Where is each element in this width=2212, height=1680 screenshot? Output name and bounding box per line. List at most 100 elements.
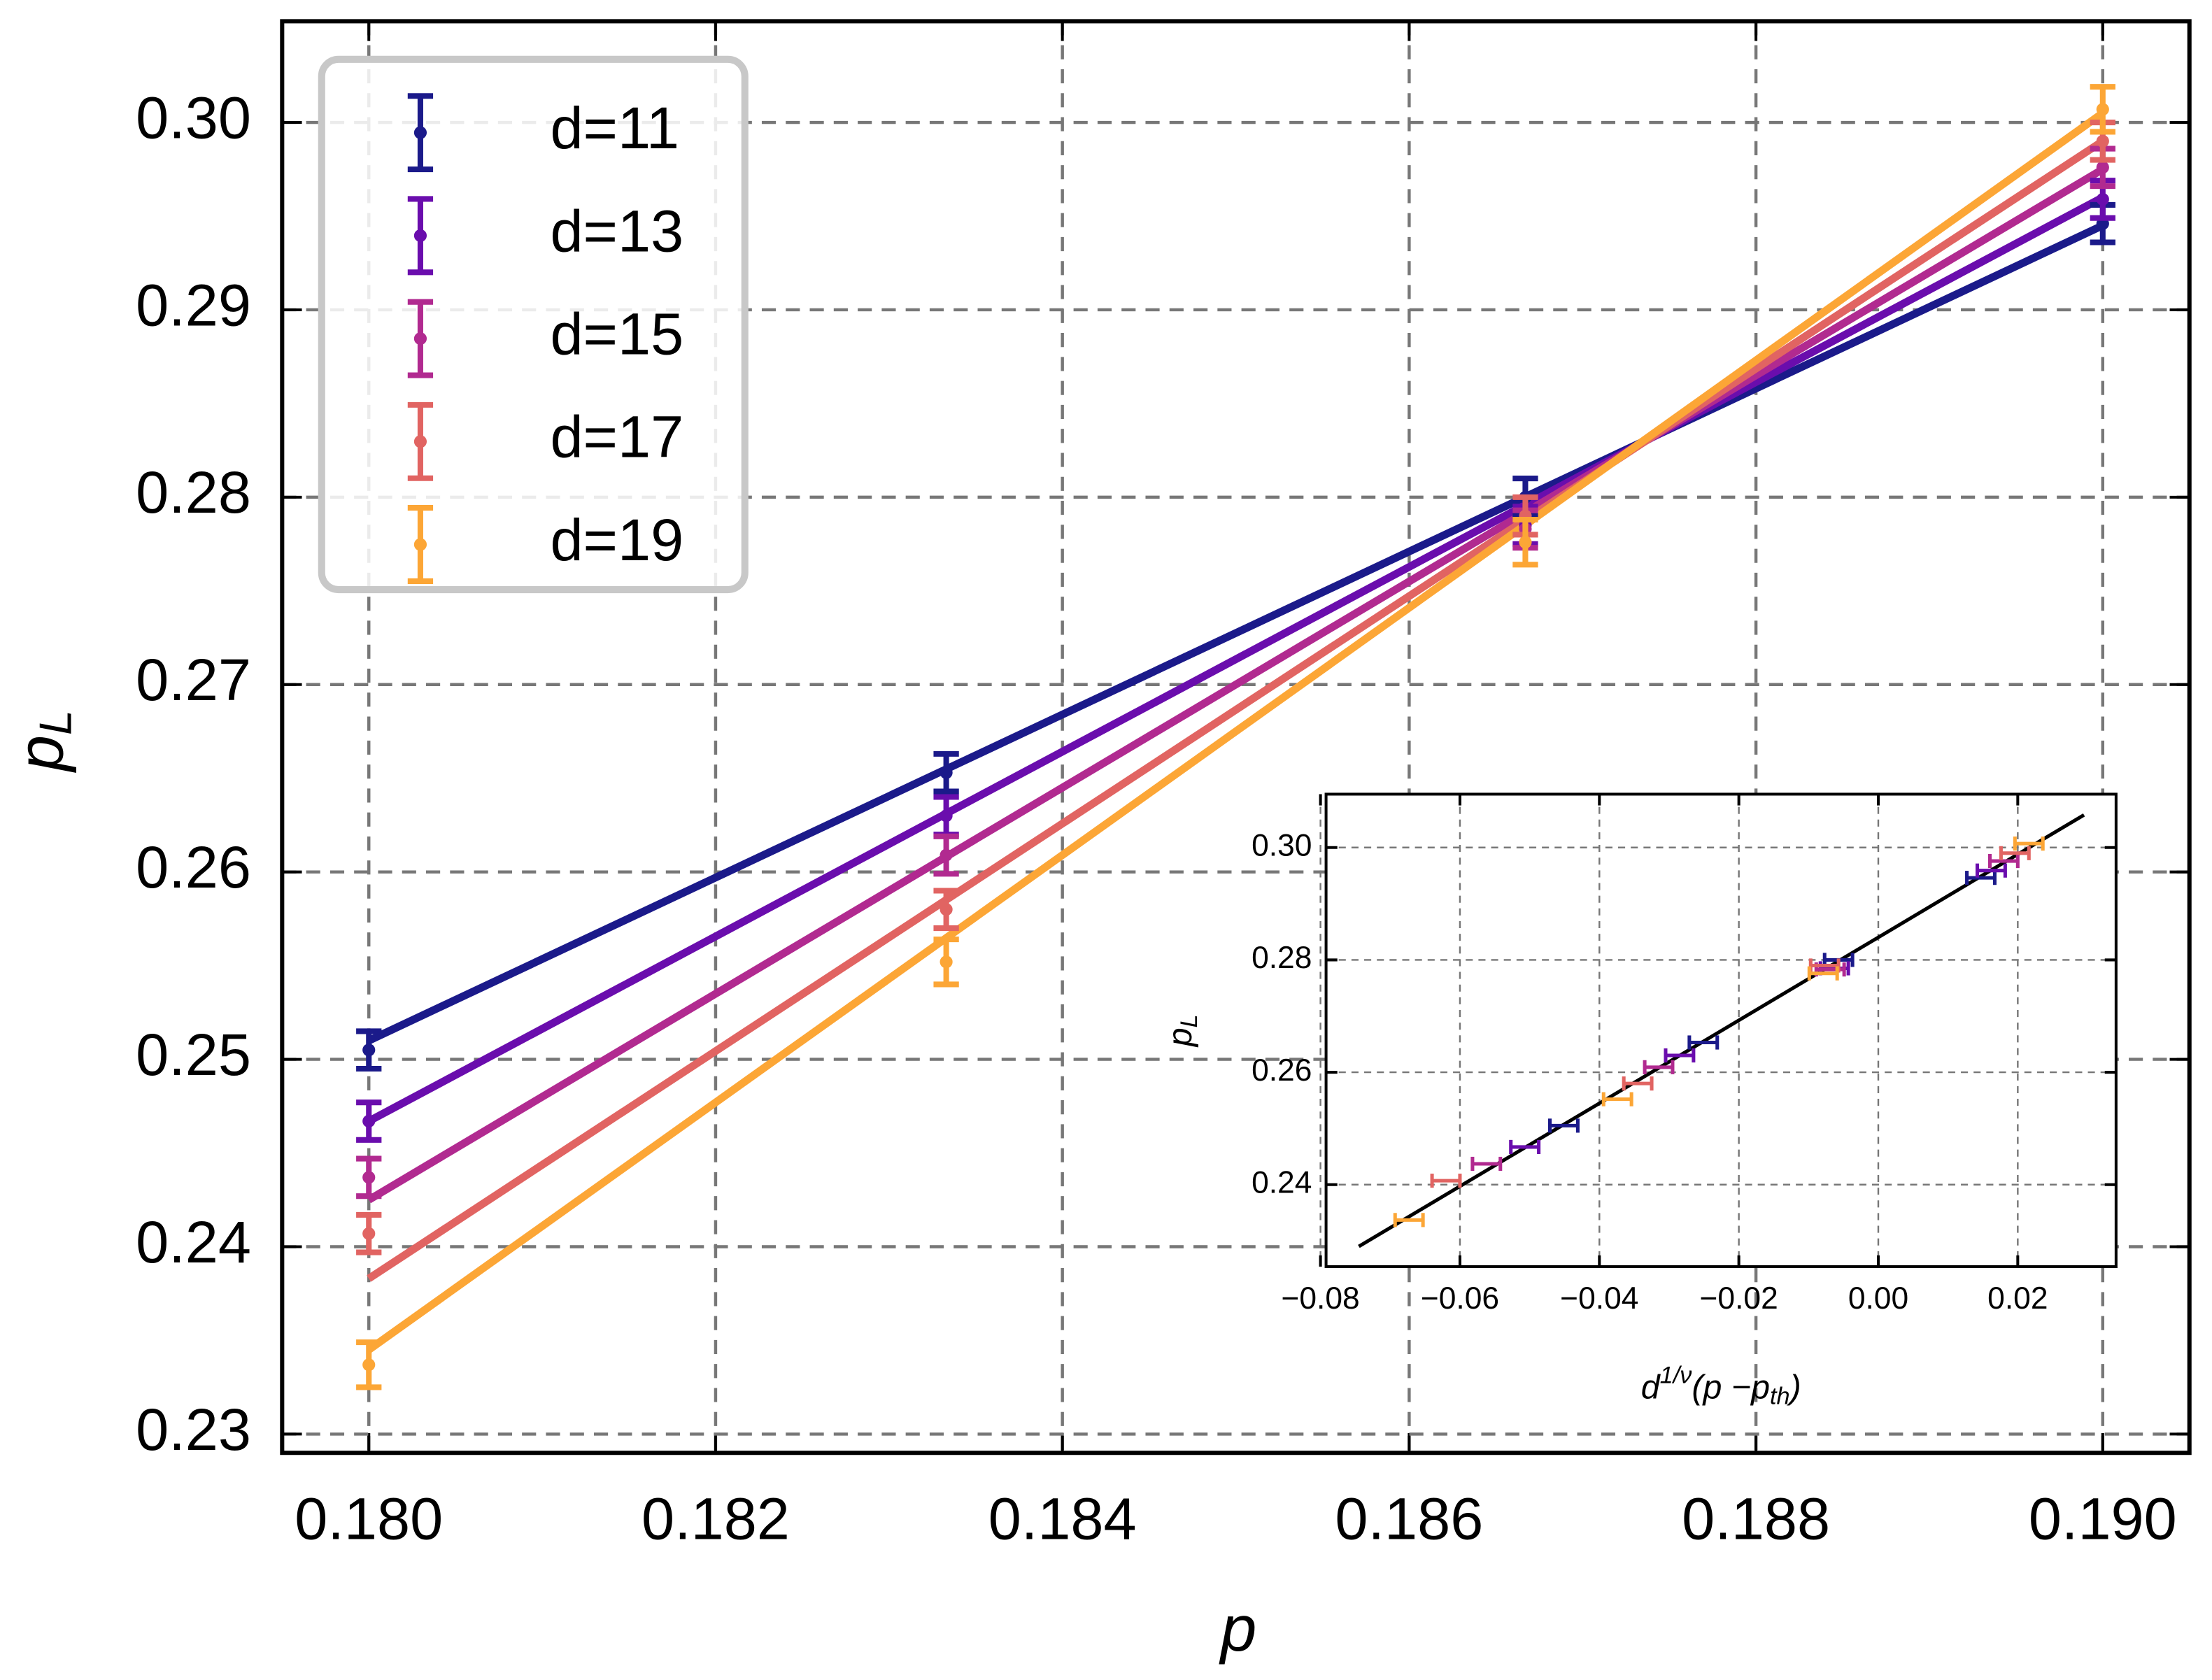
error-bar [1999, 846, 2031, 860]
y-tick-label: 0.24 [1252, 1165, 1312, 1200]
error-bar [1976, 863, 2007, 878]
x-tick-label: 0.00 [1848, 1281, 1908, 1316]
point [362, 1114, 376, 1128]
inset-x-axis-label-part: d [1641, 1368, 1661, 1406]
y-tick-label: 0.27 [136, 646, 251, 713]
point [362, 1227, 376, 1240]
point [940, 809, 953, 823]
legend-dot [413, 126, 427, 139]
error-bar [1393, 1213, 1425, 1227]
x-axis-label: p [1219, 1592, 1257, 1665]
x-tick-label: −0.08 [1281, 1281, 1359, 1316]
y-tick-label: 0.26 [136, 834, 251, 900]
x-tick-label: 0.180 [295, 1485, 443, 1551]
inset-y-axis-label-base: p [1161, 1027, 1199, 1048]
legend-dot [413, 435, 427, 448]
y-tick-label: 0.28 [136, 459, 251, 525]
point [940, 903, 953, 916]
x-tick-label: 0.186 [1335, 1485, 1483, 1551]
error-bar [933, 750, 959, 795]
y-tick-label: 0.30 [136, 84, 251, 150]
fit-line [367, 138, 2105, 1282]
error-bar [1807, 966, 1839, 981]
error-bar [1512, 516, 1538, 568]
inset-x-axis-label: d1/ν(p −pth) [1641, 1362, 1801, 1409]
fit-line [367, 110, 2106, 1353]
inset-x-axis-label-part: th [1770, 1383, 1790, 1410]
legend-label: d=17 [550, 404, 683, 470]
axes-frame [1324, 792, 2118, 1269]
error-bar [356, 1028, 382, 1072]
legend-label: d=19 [550, 506, 683, 573]
fit-line [367, 166, 2105, 1204]
error-bar [2090, 84, 2115, 135]
y-tick-label: 0.28 [1252, 941, 1312, 975]
error-bar [356, 1099, 382, 1143]
legend-dot [413, 229, 427, 242]
legend-label: d=13 [550, 197, 683, 264]
fit-line [367, 194, 2105, 1125]
y-tick-label: 0.24 [136, 1209, 251, 1275]
x-tick-label: 0.184 [988, 1485, 1137, 1551]
y-tick-label: 0.30 [1252, 828, 1312, 862]
x-tick-label: 0.02 [1987, 1281, 2048, 1316]
legend-dot [413, 538, 427, 551]
point [2096, 161, 2109, 174]
fit-line [1358, 813, 2085, 1248]
y-tick-label: 0.26 [1252, 1053, 1312, 1088]
error-bar [933, 888, 959, 932]
legend-label: d=11 [550, 94, 679, 161]
x-tick-label: 0.190 [2029, 1485, 2177, 1551]
error-bar [356, 1339, 382, 1390]
error-bar [2013, 837, 2045, 851]
point [940, 955, 953, 969]
point [940, 766, 953, 779]
inset-y-axis-label: pL [1161, 1014, 1203, 1048]
legend-dot [413, 332, 427, 346]
point [2096, 103, 2109, 116]
error-bar [1601, 1092, 1633, 1106]
y-axis-label-sub: L [31, 710, 81, 735]
x-tick-label: −0.02 [1700, 1281, 1778, 1316]
error-bar [1643, 1060, 1675, 1074]
inset-x-axis-label-part: ) [1787, 1368, 1801, 1406]
y-tick-label: 0.23 [136, 1396, 251, 1462]
x-tick-label: −0.04 [1560, 1281, 1638, 1316]
error-bar [1470, 1156, 1503, 1172]
error-bar [1548, 1118, 1580, 1133]
legend-label: d=15 [550, 300, 683, 366]
fit-line [367, 222, 2105, 1044]
error-bar [1987, 853, 2020, 869]
x-tick-label: 0.188 [1682, 1485, 1830, 1551]
y-tick-label: 0.25 [136, 1021, 251, 1088]
point [362, 1171, 376, 1184]
inset-x-axis-label-part: 1/ν [1660, 1362, 1692, 1388]
legend-box [318, 55, 749, 594]
error-bar [933, 937, 959, 988]
y-tick-label: 0.29 [136, 271, 251, 338]
x-tick-label: −0.06 [1421, 1281, 1499, 1316]
x-tick-label: 0.182 [641, 1485, 790, 1551]
y-axis-label: pL [3, 710, 81, 773]
error-bar [1965, 871, 1997, 885]
error-bar [1664, 1048, 1696, 1063]
axes-frame [280, 19, 2192, 1455]
error-bar [356, 1155, 382, 1200]
point [940, 848, 953, 862]
point [2096, 134, 2109, 148]
error-bar [933, 833, 959, 877]
y-axis-label-base: p [3, 735, 76, 774]
error-bar [1509, 1139, 1541, 1155]
error-bar [356, 1211, 382, 1255]
error-bar [1687, 1035, 1720, 1050]
inset-x-axis-label-part: (p −p [1692, 1368, 1770, 1406]
point [2096, 192, 2109, 206]
error-bar [1430, 1174, 1462, 1188]
point [1519, 536, 1532, 549]
point [362, 1044, 376, 1057]
inset-y-axis-label-sub: L [1176, 1014, 1203, 1027]
error-bar [1622, 1076, 1654, 1091]
point [362, 1358, 376, 1372]
